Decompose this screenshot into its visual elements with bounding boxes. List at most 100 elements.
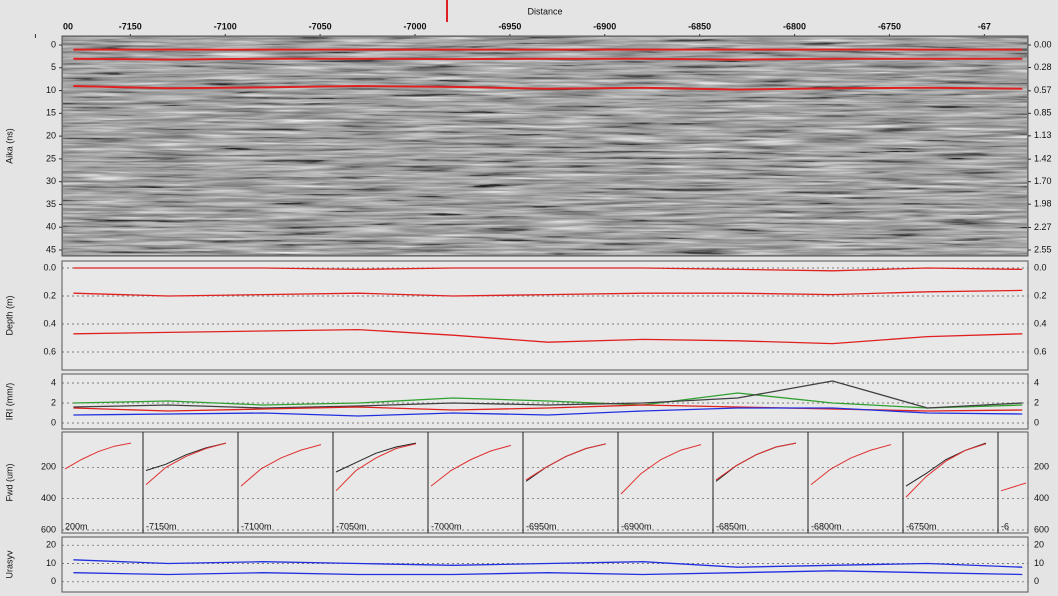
segment-label: -7050m [336, 521, 367, 531]
y-tick-label: 600 [41, 524, 56, 534]
y-tick-label: 40 [46, 222, 56, 232]
y-tick-label: 10 [46, 558, 56, 568]
deflection-curve [240, 444, 322, 487]
y2-tick-label: 0.00 [1034, 39, 1052, 49]
x-tick-label: 00 [63, 21, 73, 31]
y2-tick-label: 2.55 [1034, 244, 1052, 254]
y-tick-label: 35 [46, 199, 56, 209]
y-tick-label-right: 0 [1034, 576, 1039, 586]
y-tick-label: 20 [46, 540, 56, 550]
segment-label: -7000m [431, 521, 462, 531]
y-tick-label: 10 [46, 85, 56, 95]
series-line [73, 84, 1023, 91]
y-tick-label-right: 0.4 [1034, 318, 1047, 328]
y-axis-title: Aika (ns) [4, 128, 14, 164]
y-axis-title: IRI (mm/) [4, 383, 14, 421]
y-tick-label: 0.6 [43, 346, 56, 356]
y2-tick-label: 1.42 [1034, 154, 1052, 164]
deflection-curve [145, 442, 227, 485]
series-line [73, 57, 1023, 61]
radargram [63, 37, 1027, 255]
series-line [73, 267, 1023, 272]
panel [61, 260, 1029, 371]
y-tick-label: 400 [41, 493, 56, 503]
x-tick-label: -7000 [403, 21, 426, 31]
segment-label: -6950m [526, 521, 557, 531]
x-tick-label: -6800 [783, 21, 806, 31]
y-tick-label: 0 [51, 39, 56, 49]
y-tick-label: 2 [51, 397, 56, 407]
y-axis-title: Fwd (um) [4, 463, 14, 501]
y-tick-label-right: 400 [1034, 493, 1049, 503]
series-line [73, 328, 1023, 345]
y-tick-label: 0.4 [43, 318, 56, 328]
series-line [73, 570, 1023, 576]
y-tick-label-right: 200 [1034, 462, 1049, 472]
x-tick-label: -7050 [309, 21, 332, 31]
series-line [73, 380, 1023, 409]
x-tick-label: -7100 [214, 21, 237, 31]
y2-tick-label: 0.57 [1034, 85, 1052, 95]
y-tick-label-right: 0.2 [1034, 290, 1047, 300]
x-axis-title: Distance [527, 6, 562, 16]
panel [61, 431, 1029, 534]
segment-label: -6850m [716, 521, 747, 531]
segment-label: -6800m [811, 521, 842, 531]
deflection-curve [905, 443, 987, 498]
y-tick-label: 30 [46, 176, 56, 186]
y-tick-label: 4 [51, 377, 56, 387]
segment-label: -6750m [906, 521, 937, 531]
x-tick-label: -7150 [119, 21, 142, 31]
deflection-curve [620, 444, 702, 495]
deflection-curve [335, 443, 417, 492]
segment-label: -6900m [621, 521, 652, 531]
x-tick-label: -6950 [498, 21, 521, 31]
y-tick-label-right: 2 [1034, 397, 1039, 407]
y2-tick-label: 0.85 [1034, 108, 1052, 118]
y-tick-label-right: 10 [1034, 558, 1044, 568]
y-axis-title: Depth (m) [4, 295, 14, 335]
series-line [73, 407, 1023, 417]
y-tick-label-right: 0 [1034, 417, 1039, 427]
y-tick-label: 5 [51, 62, 56, 72]
series-line [73, 289, 1023, 297]
segment-label: 200m [65, 521, 88, 531]
x-tick-label: -6900 [593, 21, 616, 31]
deflection-curve [715, 442, 797, 481]
y-tick-label: 20 [46, 130, 56, 140]
y-tick-label-right: 0.0 [1034, 262, 1047, 272]
y2-tick-label: 2.27 [1034, 222, 1052, 232]
y2-tick-label: 1.70 [1034, 176, 1052, 186]
y2-tick-label: 1.98 [1034, 199, 1052, 209]
y-axis-title: Urasyv [4, 550, 14, 579]
y-tick-label-right: 4 [1034, 377, 1039, 387]
y-tick-label-right: 600 [1034, 524, 1049, 534]
deflection-curve [525, 443, 607, 481]
y2-tick-label: 1.13 [1034, 130, 1052, 140]
deflection-curve [430, 444, 512, 487]
y-tick-label-right: 20 [1034, 540, 1044, 550]
x-tick-label: -6750 [878, 21, 901, 31]
y-tick-label: 0 [51, 417, 56, 427]
deflection-curve [64, 442, 132, 470]
y-tick-label: 0.0 [43, 262, 56, 272]
segment-label: -7150m [146, 521, 177, 531]
segment-label: -6 [1001, 521, 1009, 531]
y-tick-label: 200 [41, 462, 56, 472]
deflection-curve [335, 442, 417, 473]
y-tick-label: 0 [51, 576, 56, 586]
series-line [73, 392, 1023, 409]
y-tick-label: 25 [46, 153, 56, 163]
deflection-curve [810, 444, 892, 485]
y2-tick-label: 0.28 [1034, 62, 1052, 72]
y-tick-label-right: 0.6 [1034, 346, 1047, 356]
y-tick-label: 15 [46, 108, 56, 118]
series-line [73, 559, 1023, 568]
deflection-curve [1000, 482, 1027, 492]
y-tick-label: 45 [46, 244, 56, 254]
x-tick-label: -6850 [688, 21, 711, 31]
x-tick-label: -67 [978, 21, 991, 31]
segment-label: -7100m [241, 521, 272, 531]
y-tick-label: 0.2 [43, 290, 56, 300]
